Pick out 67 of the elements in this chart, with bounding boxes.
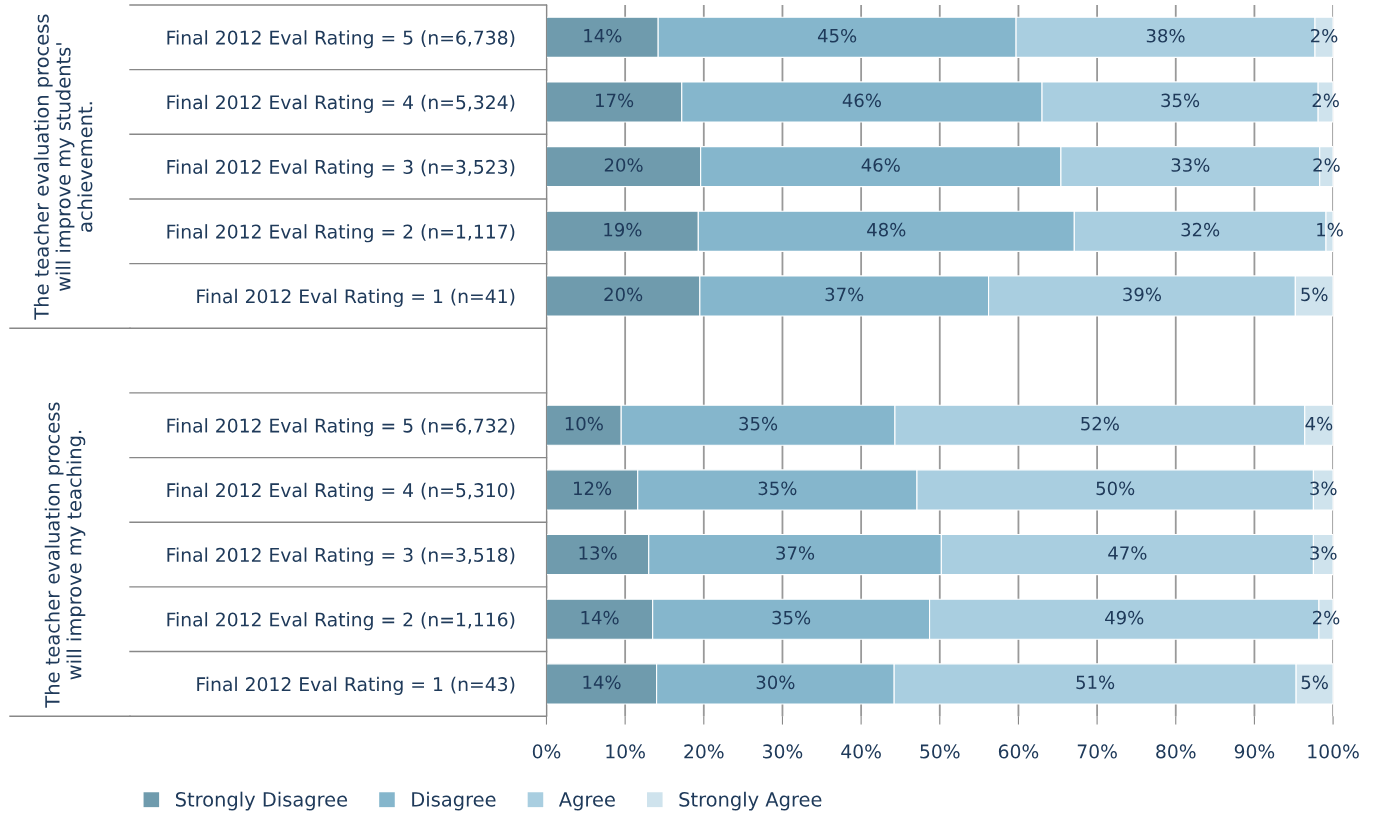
x-tick-label: 30%	[763, 744, 803, 759]
x-tick-label: 90%	[1234, 744, 1275, 759]
y-tick-label: Final 2012 Eval Rating = 1 (n=43)	[197, 676, 515, 695]
data-label: 20%	[604, 158, 643, 172]
legend-label: Strongly Agree	[679, 791, 822, 811]
data-label: 50%	[1096, 481, 1135, 496]
legend-label: Agree	[558, 792, 615, 811]
data-label: 13%	[579, 546, 617, 560]
data-label: 46%	[861, 158, 900, 172]
text: The teacher evaluation process will improve my teaching.	[44, 402, 86, 708]
data-label: 35%	[772, 610, 811, 625]
x-tick-label: 80%	[1156, 744, 1196, 759]
y-tick-label: Final 2012 Eval Rating = 4 (n=5,324)	[167, 94, 515, 113]
x-tick-label: 20%	[684, 744, 724, 759]
y-tick-label: Final 2012 Eval Rating = 1 (n=41)	[197, 288, 515, 307]
x-tick-label: 70%	[1077, 744, 1117, 759]
data-label: 3%	[1310, 481, 1337, 496]
x-tick-label: 60%	[998, 744, 1039, 759]
data-label: 46%	[842, 93, 881, 108]
data-label: 19%	[604, 222, 642, 237]
y-tick-label: Final 2012 Eval Rating = 2 (n=1,116)	[167, 612, 515, 631]
x-tick-label: 50%	[920, 744, 960, 759]
legend-label: Disagree	[412, 791, 496, 811]
y-tick-label: Final 2012 Eval Rating = 5 (n=6,732)	[167, 418, 515, 437]
data-label: 4%	[1305, 416, 1333, 431]
data-label: 45%	[817, 28, 857, 43]
data-label: 35%	[739, 416, 778, 431]
x-tick-label: 0%	[532, 744, 561, 759]
data-label: 2%	[1313, 158, 1340, 172]
y-tick-label: Final 2012 Eval Rating = 4 (n=5,310)	[167, 482, 515, 501]
data-label: 12%	[574, 481, 612, 496]
data-label: 3%	[1310, 546, 1337, 560]
y-tick-label: Final 2012 Eval Rating = 3 (n=3,523)	[167, 159, 515, 178]
data-label: 35%	[1161, 93, 1200, 108]
data-label: 2%	[1312, 93, 1339, 108]
data-label: 39%	[1123, 287, 1162, 302]
y-tick-label: Final 2012 Eval Rating = 5 (n=6,738)	[167, 30, 515, 49]
data-label: 14%	[584, 28, 622, 43]
data-label: 49%	[1105, 610, 1144, 625]
data-label: 52%	[1081, 416, 1119, 431]
data-label: 20%	[604, 287, 643, 302]
data-label: 2%	[1311, 28, 1338, 43]
text: The teacher evaluation process will improve my students' achievement.	[33, 14, 93, 320]
data-label: 37%	[825, 287, 864, 302]
data-label: 1%	[1317, 222, 1343, 237]
data-label: 33%	[1171, 158, 1210, 172]
data-label: 30%	[756, 675, 795, 690]
y-tick-label: Final 2012 Eval Rating = 3 (n=3,518)	[167, 547, 515, 566]
x-tick-label: 100%	[1308, 744, 1359, 759]
x-tick-label: 10%	[606, 744, 645, 759]
data-label: 14%	[583, 675, 621, 690]
data-label: 35%	[758, 481, 797, 496]
data-label: 51%	[1076, 675, 1115, 690]
data-label: 32%	[1181, 222, 1220, 237]
data-label: 17%	[596, 93, 634, 108]
data-label: 5%	[1301, 287, 1328, 302]
data-label: 47%	[1108, 546, 1147, 560]
data-label: 5%	[1301, 675, 1328, 690]
x-tick-label: 40%	[841, 744, 881, 759]
data-label: 38%	[1146, 28, 1185, 43]
legend-label: Strongly Disagree	[175, 791, 348, 811]
data-label: 2%	[1313, 610, 1340, 625]
data-label: 14%	[581, 610, 619, 625]
y-tick-label: Final 2012 Eval Rating = 2 (n=1,117)	[167, 224, 515, 243]
data-label: 37%	[776, 546, 815, 560]
data-label: 48%	[867, 222, 906, 237]
data-label: 10%	[565, 416, 603, 431]
